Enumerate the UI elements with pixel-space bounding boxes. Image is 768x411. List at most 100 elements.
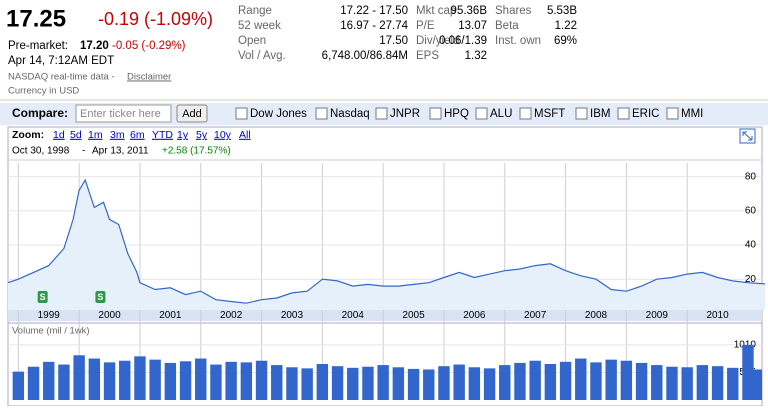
volume-bar [195,358,207,400]
stat-value: 13.07 [458,20,487,32]
stat-value: 5.53B [547,5,577,17]
stat-label: Shares [495,5,532,17]
volume-bar [483,368,496,400]
volume-bar [73,355,85,400]
price-line [7,178,766,304]
stat-value: 16.97 - 27.74 [340,20,408,32]
price-change: -0.19 (-1.09%) [98,9,213,29]
data-source: NASDAQ real-time data - [8,72,115,83]
volume-bar [711,366,724,400]
stat-value: 69% [554,35,577,47]
x-tick-label: 2001 [159,310,182,321]
compare-checkbox[interactable] [475,107,488,120]
compare-checkbox[interactable] [617,107,630,120]
volume-bar [635,362,648,400]
x-tick-label: 2000 [98,310,121,321]
volume-bar [164,362,177,400]
expand-arrow [742,131,753,141]
ticker-input[interactable] [75,104,172,123]
zoom-option[interactable]: 1y [177,129,189,141]
volume-bar [666,366,678,400]
x-tick-label: 2006 [463,310,486,321]
x-tick-label: 2010 [706,310,729,321]
compare-checkbox[interactable] [575,107,588,120]
volume-bar [605,359,617,400]
volume-bar [559,361,572,400]
y-tick-label: 60 [745,206,757,217]
zoom-option[interactable]: 5d [70,129,82,141]
volume-bar [347,367,359,400]
volume-bar [301,368,313,400]
ticker-placeholder: Enter ticker here [80,108,161,120]
y-tick-label: 40 [745,240,757,251]
volume-bar [43,361,55,400]
volume-bar [134,356,146,400]
y-tick-label: 20 [745,274,757,285]
compare-checkbox[interactable] [519,107,532,120]
x-tick-label: 2002 [220,310,243,321]
compare-ticker: Dow Jones [250,108,307,120]
zoom-option[interactable]: YTD [152,129,173,141]
zoom-option[interactable]: 1m [88,129,103,141]
range-end: Apr 13, 2011 [92,146,149,157]
compare-ticker: ALU [490,108,512,120]
stat-value: 1.22 [555,20,577,32]
x-tick-label: 2003 [281,310,304,321]
compare-checkbox[interactable] [666,107,679,120]
volume-bar [651,365,663,400]
compare-ticker: ERIC [632,108,659,120]
x-tick-label: 2004 [342,310,365,321]
zoom-option[interactable]: All [239,129,251,141]
compare-ticker: MSFT [534,108,565,120]
volume-bar [103,362,116,400]
compare-checkbox[interactable] [429,107,442,120]
volume-bar [407,368,420,400]
zoom-option[interactable]: 3m [110,129,125,141]
stat-label: 52 week [238,20,281,32]
add-button[interactable] [176,104,208,123]
range-start: Oct 30, 1998 [12,146,70,157]
y-tick-label: 80 [745,171,757,182]
volume-bar [727,367,739,400]
stat-value: 17.50 [379,35,408,47]
price: 17.25 [6,5,66,32]
compare-checkbox[interactable] [235,107,248,120]
volume-bar [362,366,374,400]
price-area [8,180,765,310]
stat-label: Open [238,35,266,47]
volume-bar [58,364,70,400]
stat-value: 95.36B [451,5,488,17]
disclaimer-link[interactable]: Disclaimer [127,72,171,83]
zoom-option[interactable]: 6m [130,129,145,141]
compare-ticker: MMI [681,108,703,120]
stat-label: Vol / Avg. [238,50,286,62]
volume-bar [499,365,511,400]
stat-value: 1.32 [465,50,487,62]
stat-value: 17.22 - 17.50 [340,5,408,17]
zoom-option[interactable]: 5y [196,129,208,141]
volume-bar [681,367,693,400]
stat-label: Beta [495,20,519,32]
premarket-label: Pre-market: [8,40,68,52]
stat-label: Range [238,5,272,17]
split-label: S [97,292,103,302]
split-marker[interactable] [37,291,48,303]
volume-bar [438,366,450,400]
volume-bar [529,360,541,400]
range-separator: - [82,146,85,157]
volume-bar [696,365,709,400]
x-tick-label: 2008 [585,310,608,321]
compare-checkbox[interactable] [315,107,328,120]
compare-checkbox[interactable] [375,107,388,120]
currency: Currency in USD [8,86,79,97]
volume-bar [210,364,222,400]
zoom-option[interactable]: 10y [214,129,232,141]
stat-label: Mkt cap [416,5,456,17]
zoom-option[interactable]: 1d [53,129,65,141]
volume-bar [742,344,754,400]
x-tick-label: 2009 [646,310,669,321]
volume-bar [179,361,192,400]
volume-title: Volume (mil / 1wk) [12,326,90,337]
volume-bar [27,366,40,400]
split-marker[interactable] [95,291,106,303]
